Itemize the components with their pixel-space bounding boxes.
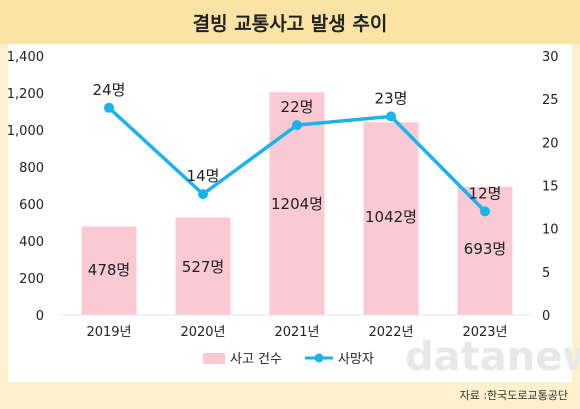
title-bar: 결빙 교통사고 발생 추이 <box>0 0 580 44</box>
x-tick-label: 2023년 <box>462 325 507 340</box>
legend-label-line: 사망자 <box>338 352 374 367</box>
y-left-tick-label: 0 <box>36 309 44 324</box>
legend-label-bar: 사고 건수 <box>230 352 282 367</box>
line-value-label: 23명 <box>375 89 408 107</box>
line-value-label: 14명 <box>187 167 220 185</box>
y-left-tick-label: 400 <box>19 235 44 250</box>
x-tick-label: 2021년 <box>274 325 319 340</box>
bar-value-label: 1204명 <box>271 195 323 213</box>
y-right-tick-label: 20 <box>542 136 559 151</box>
bar-2022년 <box>363 122 419 315</box>
y-right-tick-label: 25 <box>542 93 559 108</box>
line-value-label: 12명 <box>469 184 502 202</box>
line-point-2019년 <box>104 102 114 113</box>
y-left-tick-label: 800 <box>19 161 44 176</box>
line-value-label: 22명 <box>281 98 314 116</box>
bar-2019년 <box>81 226 137 315</box>
y-right-tick-label: 10 <box>542 223 559 238</box>
y-right-tick-label: 0 <box>542 309 550 324</box>
bar-2020년 <box>175 217 231 315</box>
legend-marker-line <box>314 353 324 363</box>
watermark: datanews <box>405 334 580 380</box>
line-point-2023년 <box>480 206 490 217</box>
y-left-tick-label: 1,200 <box>7 87 44 102</box>
line-point-2022년 <box>386 111 396 122</box>
x-tick-label: 2020년 <box>180 325 225 340</box>
bar-value-label: 693명 <box>464 240 506 258</box>
y-right-tick-label: 15 <box>542 180 559 195</box>
line-point-2021년 <box>292 120 302 131</box>
bar-value-label: 478명 <box>88 261 130 279</box>
legend-swatch-bar <box>203 353 225 364</box>
bar-value-label: 1042명 <box>365 208 417 226</box>
y-right-tick-label: 30 <box>542 50 559 65</box>
source-note: 자료 :한국도로교통공단 <box>459 389 568 402</box>
bar-value-label: 527명 <box>182 258 224 276</box>
y-left-tick-label: 600 <box>19 198 44 213</box>
line-value-label: 24명 <box>93 81 126 99</box>
chart-title: 결빙 교통사고 발생 추이 <box>192 12 388 35</box>
y-left-tick-label: 1,400 <box>7 50 44 65</box>
x-tick-label: 2019년 <box>86 325 131 340</box>
y-left-tick-label: 1,000 <box>7 124 44 139</box>
x-tick-label: 2022년 <box>368 325 413 340</box>
line-point-2020년 <box>198 189 208 200</box>
y-left-tick-label: 200 <box>19 272 44 287</box>
y-right-tick-label: 5 <box>542 266 550 281</box>
